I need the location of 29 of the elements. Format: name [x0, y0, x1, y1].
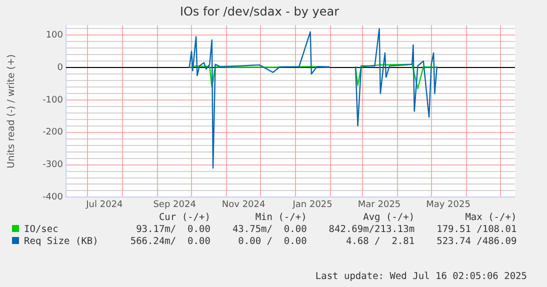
- text: Max (-/+): [464, 212, 517, 224]
- chart-title: IOs for /dev/sdax - by year: [180, 4, 340, 18]
- y-tick-label: 100: [46, 30, 64, 40]
- text: 179.51 /108.01: [436, 224, 517, 236]
- y-tick-label: -100: [42, 95, 64, 106]
- text: 0.00 / 0.00: [237, 236, 307, 248]
- text: 566.24m/ 0.00: [129, 236, 210, 248]
- text: Avg (-/+): [362, 212, 415, 224]
- x-tick-label: Nov 2024: [222, 200, 266, 210]
- text: 523.74 /486.09: [436, 236, 517, 248]
- x-tick-label: Mar 2025: [358, 200, 401, 210]
- y-tick-label: 0: [57, 62, 64, 73]
- text: Cur (-/+): [158, 212, 210, 224]
- x-tick-label: Jul 2024: [85, 200, 124, 210]
- text: 93.17m/ 0.00: [135, 224, 210, 236]
- x-tick-label: Sep 2024: [153, 200, 196, 210]
- y-tick-label: -200: [42, 128, 64, 138]
- y-tick-label: -400: [42, 192, 64, 203]
- y-tick-label: -300: [42, 160, 64, 170]
- x-tick-label: May 2025: [426, 200, 470, 210]
- text: Last update: Wed Jul 16 02:05:06 2025: [315, 271, 527, 282]
- legend-label: Req Size (KB): [23, 236, 100, 248]
- legend-label: IO/sec: [23, 224, 60, 236]
- y-axis-title: Units read (-) / write (+): [6, 54, 18, 168]
- text: 43.75m/ 0.00: [231, 224, 307, 236]
- text: Min (-/+): [254, 212, 307, 224]
- text: 4.68 / 2.81: [344, 236, 415, 248]
- text: 842.69m/213.13m: [328, 224, 415, 236]
- x-tick-label: Jan 2025: [292, 200, 332, 210]
